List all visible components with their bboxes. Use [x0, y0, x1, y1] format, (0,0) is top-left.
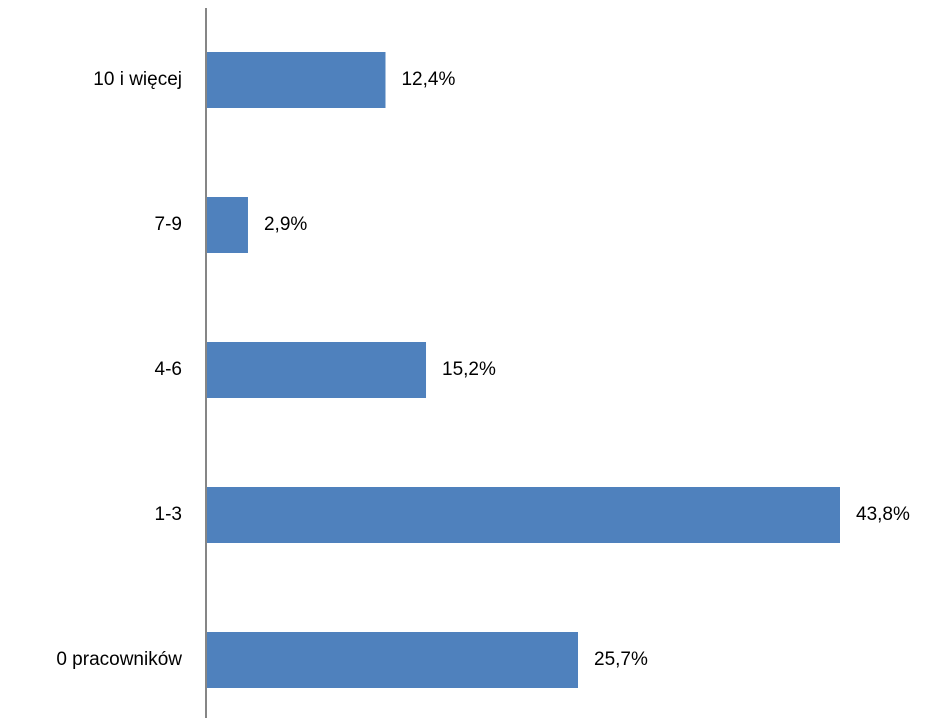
value-label-2: 15,2%: [442, 359, 496, 380]
bar-4: [206, 632, 579, 688]
value-label-0: 12,4%: [401, 69, 455, 90]
bar-1: [206, 197, 248, 253]
category-label-1: 7-9: [155, 214, 182, 235]
category-labels-group: 10 i więcej 7-9 4-6 1-3 0 pracowników: [56, 69, 182, 670]
bars-group: [206, 52, 840, 688]
category-label-4: 0 pracowników: [56, 649, 182, 670]
category-label-3: 1-3: [155, 504, 182, 525]
value-label-4: 25,7%: [594, 649, 648, 670]
bar-3: [206, 487, 840, 543]
bar-0: [206, 52, 386, 108]
bar-2: [206, 342, 427, 398]
value-label-1: 2,9%: [264, 214, 307, 235]
value-label-3: 43,8%: [856, 504, 910, 525]
value-labels-group: 12,4% 2,9% 15,2% 43,8% 25,7%: [264, 69, 910, 670]
category-label-2: 4-6: [155, 359, 182, 380]
category-label-0: 10 i więcej: [93, 69, 182, 90]
